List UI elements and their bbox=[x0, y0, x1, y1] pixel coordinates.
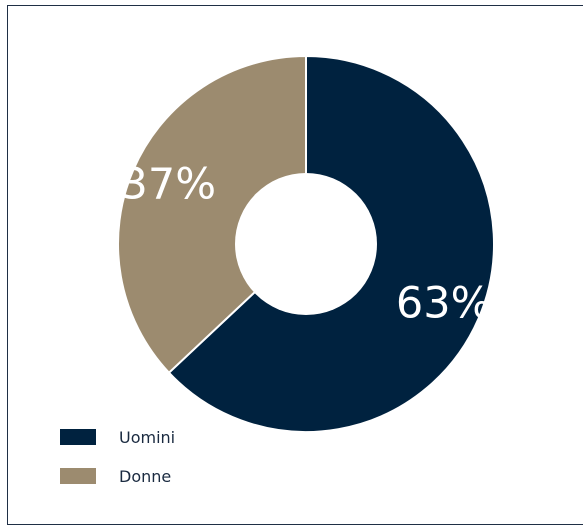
donut-hole bbox=[235, 173, 377, 315]
legend-swatch bbox=[60, 468, 96, 484]
legend-label: Donne bbox=[119, 466, 172, 486]
legend-item-uomini: Uomini bbox=[60, 426, 175, 448]
legend: Uomini Donne bbox=[60, 426, 175, 504]
slice-label-donne: 37% bbox=[121, 159, 217, 209]
donut-chart: 63% 37% bbox=[117, 54, 495, 433]
slice-label-uomini: 63% bbox=[396, 279, 492, 329]
legend-item-donne: Donne bbox=[60, 465, 175, 487]
legend-swatch bbox=[60, 429, 96, 445]
slice-labels: 63% 37% bbox=[121, 159, 492, 328]
legend-label: Uomini bbox=[119, 427, 176, 447]
slice-donne bbox=[117, 54, 307, 375]
